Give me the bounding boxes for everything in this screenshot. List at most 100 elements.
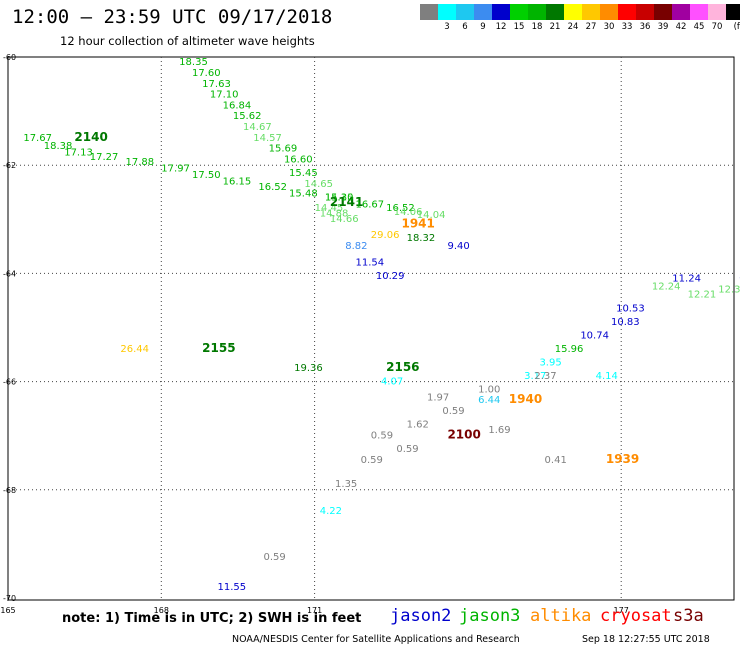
- legend-swatch: [456, 4, 474, 20]
- wave-height-value: 16.60: [284, 154, 313, 165]
- wave-height-value: 15.45: [289, 168, 318, 179]
- wave-height-value: 0.59: [264, 552, 286, 563]
- legend-swatch: [636, 4, 654, 20]
- legend-tick-label: 24: [567, 22, 579, 32]
- wave-height-value: 0.59: [442, 406, 464, 417]
- pass-time-label: 2156: [386, 360, 419, 374]
- map-subtitle: 12 hour collection of altimeter wave hei…: [60, 34, 315, 48]
- wave-height-value: 16.15: [223, 177, 252, 188]
- wave-height-value: 3.17: [524, 371, 546, 382]
- legend-swatch: [564, 4, 582, 20]
- wave-height-value: 16.84: [223, 100, 252, 111]
- wave-height-value: 15.69: [269, 144, 298, 155]
- legend-swatch: [582, 4, 600, 20]
- legend-tick-label: 12: [495, 22, 507, 32]
- pass-time-label: 2141: [330, 195, 363, 209]
- legend-tick-label: 45: [693, 22, 705, 32]
- wave-height-value: 14.65: [304, 179, 333, 190]
- wave-height-value: 17.60: [192, 68, 221, 79]
- footer-note: note: 1) Time is in UTC; 2) SWH is in fe…: [62, 611, 362, 626]
- wave-height-value: 11.54: [355, 257, 384, 268]
- legend-tick-label: 3: [444, 22, 450, 32]
- latitude-label: -60: [3, 53, 16, 62]
- legend-swatch: [690, 4, 708, 20]
- map-title: 12:00 – 23:59 UTC 09/17/2018: [12, 6, 333, 28]
- wave-height-value: 16.52: [258, 182, 287, 193]
- wave-height-value: 14.45: [315, 203, 344, 214]
- legend-swatch: [672, 4, 690, 20]
- wave-height-value: 1.35: [335, 479, 357, 490]
- pass-time-label: 1939: [606, 452, 639, 466]
- credit-text: NOAA/NESDIS Center for Satellite Applica…: [232, 634, 520, 645]
- legend-tick-label: 27: [585, 22, 597, 32]
- wave-height-value: 8.82: [345, 241, 367, 252]
- pass-time-label: 1941: [401, 216, 434, 230]
- legend-tick-label: 33: [621, 22, 633, 32]
- wave-height-value: 17.50: [192, 170, 221, 181]
- wave-height-value: 16.67: [355, 199, 384, 210]
- wave-height-value: 11.47: [739, 276, 740, 287]
- wave-height-value: 15.48: [289, 189, 318, 200]
- wave-height-value: 14.88: [320, 209, 349, 220]
- wave-height-value: 0.59: [361, 455, 383, 466]
- legend-swatch: [600, 4, 618, 20]
- wave-height-value: 17.88: [126, 157, 155, 168]
- wave-height-value: 18.32: [407, 233, 436, 244]
- legend-swatch: [708, 4, 726, 20]
- legend-tick-label: 42: [675, 22, 687, 32]
- wave-height-value: 14.04: [417, 210, 446, 221]
- wave-height-value: 11.55: [218, 582, 247, 593]
- wave-height-value: 0.59: [371, 430, 393, 441]
- wave-height-value: 4.22: [320, 506, 342, 517]
- wave-height-value: 14.66: [330, 214, 359, 225]
- wave-height-value: 15.96: [555, 344, 584, 355]
- wave-height-value: 16.52: [386, 203, 415, 214]
- wave-height-value: 1.00: [478, 384, 500, 395]
- pass-time-label: 2140: [74, 130, 107, 144]
- satellite-jason2-label: jason2: [390, 606, 452, 626]
- legend-tick-label: 70: [711, 22, 723, 32]
- pass-time-label: 2155: [202, 341, 235, 355]
- wave-height-value: 0.41: [545, 455, 567, 466]
- wave-height-value: 26.44: [120, 344, 149, 355]
- wave-height-value: 6.44: [478, 395, 500, 406]
- legend-tick-label: 39: [657, 22, 669, 32]
- wave-height-value: 14.67: [243, 122, 272, 133]
- legend-swatch: [618, 4, 636, 20]
- wave-height-value: 14.06: [394, 207, 423, 218]
- satellite-altika-label: altika: [530, 606, 592, 626]
- wave-height-value: 29.06: [371, 230, 400, 241]
- legend-swatch: [420, 4, 438, 20]
- wave-height-value: 17.63: [202, 79, 231, 90]
- pass-time-label: 1940: [509, 392, 542, 406]
- legend-swatch: [528, 4, 546, 20]
- pass-time-label: 2100: [447, 427, 480, 441]
- wave-height-value: 10.53: [616, 303, 645, 314]
- wave-height-value: 4.07: [381, 376, 403, 387]
- wave-height-value: 10.29: [376, 271, 405, 282]
- legend-tick-label: 6: [462, 22, 468, 32]
- wave-height-value: 1.69: [488, 425, 510, 436]
- legend-unit-label: (ft): [733, 22, 740, 32]
- satellite-cryosat-label: cryosat: [600, 606, 672, 626]
- legend-swatch: [474, 4, 492, 20]
- legend-swatch: [510, 4, 528, 20]
- wave-height-value: 10.74: [580, 330, 609, 341]
- longitude-label: 165: [0, 606, 15, 615]
- legend-tick-label: 9: [480, 22, 486, 32]
- wave-height-value: 12.21: [688, 290, 717, 301]
- color-legend: [420, 4, 740, 20]
- legend-swatch: [438, 4, 456, 20]
- longitude-label: 168: [154, 606, 169, 615]
- wave-height-value: 1.97: [427, 393, 449, 404]
- legend-tick-label: 15: [513, 22, 525, 32]
- wave-height-value: 15.30: [325, 192, 354, 203]
- wave-height-value: 9.40: [447, 241, 469, 252]
- latitude-label: -66: [3, 378, 16, 387]
- wave-height-value: 2.37: [534, 371, 556, 382]
- wave-height-value: 14.57: [253, 133, 282, 144]
- wave-height-value: 14.15: [325, 192, 354, 203]
- longitude-label: 171: [307, 606, 322, 615]
- wave-height-value: 3.95: [539, 357, 561, 368]
